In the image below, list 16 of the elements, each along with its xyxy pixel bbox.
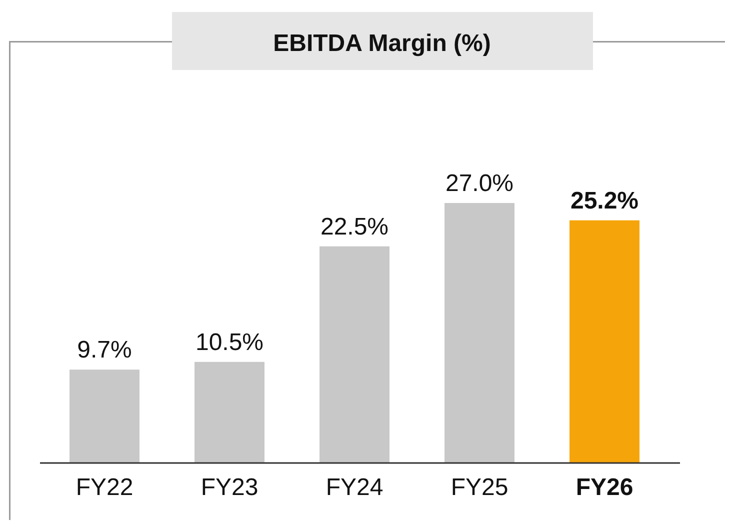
x-tick-label: FY24 <box>326 474 384 501</box>
bar <box>194 362 264 463</box>
data-label: 25.2% <box>570 187 639 214</box>
data-label: 27.0% <box>445 170 514 197</box>
bar <box>70 370 140 463</box>
x-tick-label: FY22 <box>76 474 134 501</box>
bar <box>444 203 514 463</box>
x-tick-label: FY23 <box>200 474 258 501</box>
x-tick-label: FY25 <box>450 474 508 501</box>
x-tick-label: FY26 <box>576 474 634 501</box>
bar <box>320 246 390 463</box>
data-label: 10.5% <box>195 328 264 356</box>
data-label: 22.5% <box>320 213 389 240</box>
data-label: 9.7% <box>77 336 132 364</box>
chart-title: EBITDA Margin (%) <box>273 30 491 57</box>
bar <box>570 220 640 463</box>
